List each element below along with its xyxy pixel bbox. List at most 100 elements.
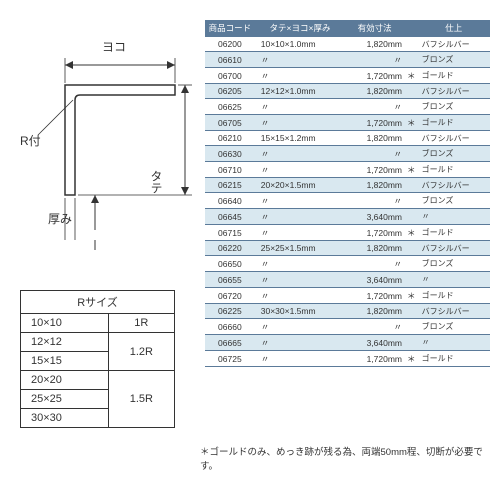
star-cell (404, 37, 418, 52)
code-cell: 06215 (205, 178, 255, 193)
finish-cell: 〃 (418, 209, 490, 225)
star-cell (404, 131, 418, 146)
finish-cell: 〃 (418, 335, 490, 351)
finish-cell: ゴールド (418, 162, 490, 178)
finish-cell: バフシルバー (418, 37, 490, 52)
dimension-cell: 〃 (255, 335, 345, 351)
code-cell: 06200 (205, 37, 255, 52)
label-yoko: ヨコ (102, 38, 126, 55)
length-cell: 〃 (345, 193, 404, 209)
dimension-cell: 〃 (255, 193, 345, 209)
star-cell: ＊ (404, 288, 418, 304)
spec-table-container: 商品コードタテ×ヨコ×厚み有効寸法仕上 0620010×10×1.0mm1,82… (205, 20, 490, 367)
dimension-cell: 〃 (255, 209, 345, 225)
spec-row: 06665〃3,640mm〃 (205, 335, 490, 351)
star-cell (404, 146, 418, 162)
spec-row: 06720〃1,720mm＊ゴールド (205, 288, 490, 304)
r-size-cell: 30×30 (21, 409, 109, 428)
length-cell: 1,820mm (345, 37, 404, 52)
code-cell: 06625 (205, 99, 255, 115)
dimension-cell: 10×10×1.0mm (255, 37, 345, 52)
finish-cell: ゴールド (418, 351, 490, 367)
star-cell (404, 193, 418, 209)
r-size-cell: 15×15 (21, 352, 109, 371)
label-r-tsuki: R付 (20, 132, 41, 149)
length-cell: 1,720mm (345, 288, 404, 304)
star-cell (404, 52, 418, 68)
length-cell: 〃 (345, 319, 404, 335)
length-cell: 3,640mm (345, 209, 404, 225)
finish-cell: ゴールド (418, 225, 490, 241)
spec-row: 06630〃〃ブロンズ (205, 146, 490, 162)
spec-row: 06655〃3,640mm〃 (205, 272, 490, 288)
finish-cell: ブロンズ (418, 193, 490, 209)
dimension-cell: 20×20×1.5mm (255, 178, 345, 193)
length-cell: 1,820mm (345, 241, 404, 256)
spec-header-cell: 有効寸法 (345, 20, 404, 37)
star-cell (404, 178, 418, 193)
length-cell: 1,720mm (345, 162, 404, 178)
code-cell: 06655 (205, 272, 255, 288)
star-cell (404, 304, 418, 319)
star-cell (404, 84, 418, 99)
star-cell (404, 241, 418, 256)
length-cell: 〃 (345, 52, 404, 68)
spec-row: 06625〃〃ブロンズ (205, 99, 490, 115)
spec-table: 商品コードタテ×ヨコ×厚み有効寸法仕上 0620010×10×1.0mm1,82… (205, 20, 490, 367)
spec-row: 06710〃1,720mm＊ゴールド (205, 162, 490, 178)
finish-cell: ゴールド (418, 288, 490, 304)
dimension-cell: 〃 (255, 99, 345, 115)
star-cell: ＊ (404, 225, 418, 241)
spec-row: 0622530×30×1.5mm1,820mmバフシルバー (205, 304, 490, 319)
code-cell: 06700 (205, 68, 255, 84)
finish-cell: バフシルバー (418, 304, 490, 319)
code-cell: 06630 (205, 146, 255, 162)
finish-cell: ブロンズ (418, 146, 490, 162)
finish-cell: ブロンズ (418, 99, 490, 115)
code-cell: 06205 (205, 84, 255, 99)
spec-row: 06650〃〃ブロンズ (205, 256, 490, 272)
star-cell (404, 256, 418, 272)
finish-cell: バフシルバー (418, 178, 490, 193)
spec-header-cell (404, 20, 418, 37)
finish-cell: ブロンズ (418, 256, 490, 272)
dimension-cell: 30×30×1.5mm (255, 304, 345, 319)
r-size-cell: 12×12 (21, 333, 109, 352)
code-cell: 06660 (205, 319, 255, 335)
r-table-row: 20×201.5R (21, 371, 175, 390)
spec-row: 0620512×12×1.0mm1,820mmバフシルバー (205, 84, 490, 99)
code-cell: 06720 (205, 288, 255, 304)
dimension-cell: 〃 (255, 288, 345, 304)
length-cell: 3,640mm (345, 335, 404, 351)
dimension-cell: 〃 (255, 162, 345, 178)
label-atsumi: 厚み (48, 210, 72, 227)
spec-row: 06725〃1,720mm＊ゴールド (205, 351, 490, 367)
code-cell: 06640 (205, 193, 255, 209)
star-cell: ＊ (404, 68, 418, 84)
dimension-cell: 12×12×1.0mm (255, 84, 345, 99)
label-tate: タテ (148, 170, 165, 194)
code-cell: 06715 (205, 225, 255, 241)
length-cell: 〃 (345, 146, 404, 162)
r-size-cell: 20×20 (21, 371, 109, 390)
star-cell: ＊ (404, 351, 418, 367)
spec-row: 06705〃1,720mm＊ゴールド (205, 115, 490, 131)
length-cell: 3,640mm (345, 272, 404, 288)
dimension-cell: 〃 (255, 146, 345, 162)
spec-row: 06640〃〃ブロンズ (205, 193, 490, 209)
footnote: ＊ゴールドのみ、めっき跡が残る為、両端50mm程、切断が必要です。 (200, 444, 490, 472)
length-cell: 〃 (345, 99, 404, 115)
dimension-cell: 〃 (255, 68, 345, 84)
r-table-row: 12×121.2R (21, 333, 175, 352)
spec-row: 0621015×15×1.2mm1,820mmバフシルバー (205, 131, 490, 146)
code-cell: 06650 (205, 256, 255, 272)
length-cell: 1,820mm (345, 131, 404, 146)
code-cell: 06210 (205, 131, 255, 146)
length-cell: 1,720mm (345, 225, 404, 241)
code-cell: 06225 (205, 304, 255, 319)
spec-row: 0621520×20×1.5mm1,820mmバフシルバー (205, 178, 490, 193)
dimension-cell: 15×15×1.2mm (255, 131, 345, 146)
length-cell: 1,720mm (345, 351, 404, 367)
code-cell: 06725 (205, 351, 255, 367)
r-value-cell: 1.5R (108, 371, 174, 428)
